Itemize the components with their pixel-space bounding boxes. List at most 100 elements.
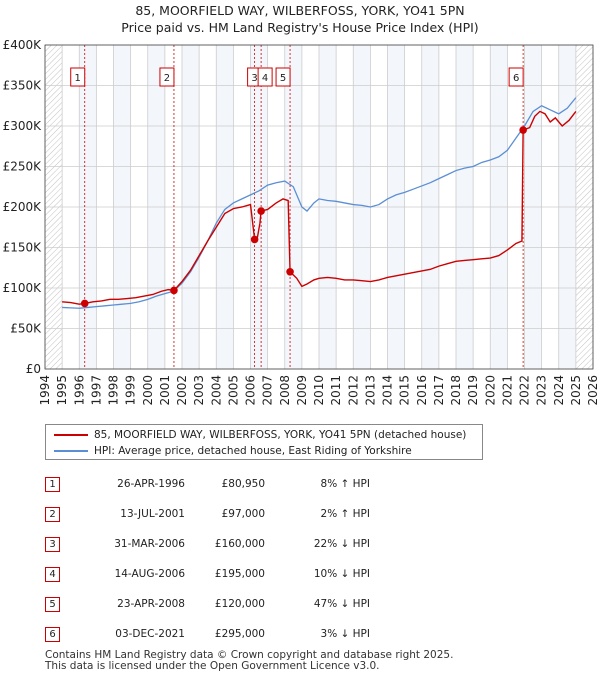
x-tick-label: 2023 — [535, 375, 549, 406]
sale-price: £295,000 — [214, 628, 265, 640]
sale-number-badge: 5 — [45, 597, 60, 612]
x-tick-label: 2022 — [518, 375, 532, 406]
x-tick-label: 2024 — [552, 375, 566, 406]
sale-number-badge: 6 — [45, 627, 60, 642]
y-tick-label: £250K — [3, 160, 43, 174]
x-tick-label: 2012 — [346, 375, 360, 406]
x-tick-label: 2001 — [158, 375, 172, 406]
chart-title-line1: 85, MOORFIELD WAY, WILBERFOSS, YORK, YO4… — [135, 3, 465, 18]
x-tick-label: 2004 — [209, 375, 223, 406]
footer-licence: This data is licensed under the Open Gov… — [45, 660, 380, 672]
sale-number-box — [70, 67, 86, 87]
legend-label-hpi: HPI: Average price, detached house, East… — [94, 445, 412, 457]
x-tick-label: 1995 — [55, 375, 69, 406]
sale-point — [170, 286, 178, 295]
y-tick-label: £300K — [3, 119, 43, 133]
x-tick-label: 1999 — [124, 375, 138, 406]
sale-number-box — [159, 67, 175, 87]
y-tick-label: £350K — [3, 79, 43, 93]
sale-date: 31-MAR-2006 — [114, 538, 185, 550]
table-row: 4 14-AUG-2006 £195,000 10% ↓ HPI — [45, 567, 465, 587]
table-row: 6 03-DEC-2021 £295,000 3% ↓ HPI — [45, 627, 465, 647]
table-row: 1 26-APR-1996 £80,950 8% ↑ HPI — [45, 477, 465, 497]
sale-hpi-diff: 8% ↑ HPI — [320, 478, 370, 490]
sale-point — [257, 207, 265, 215]
sale-number-label: 1 — [75, 73, 81, 84]
plot-frame — [44, 44, 594, 370]
sale-point — [519, 126, 527, 134]
sale-date: 03-DEC-2021 — [115, 628, 185, 640]
y-tick-label: £50K — [10, 322, 42, 336]
x-tick-label: 2002 — [175, 375, 189, 406]
sale-point — [80, 299, 89, 308]
chart-legend: 85, MOORFIELD WAY, WILBERFOSS, YORK, YO4… — [45, 424, 483, 460]
footer: Contains HM Land Registry data © Crown c… — [45, 650, 453, 672]
legend-swatch-property — [54, 434, 88, 436]
x-tick-label: 2016 — [415, 375, 429, 406]
x-tick-label: 2005 — [226, 375, 240, 406]
y-tick-label: £100K — [3, 281, 43, 295]
sale-hpi-diff: 22% ↓ HPI — [313, 538, 370, 550]
sale-price: £97,000 — [221, 508, 265, 520]
price-chart: £0 £50K £100K £150K £200K £250K £300K £350K £400… — [3, 38, 600, 406]
table-row: 2 13-JUL-2001 £97,000 2% ↑ HPI — [45, 507, 465, 527]
x-tick-label: 2010 — [312, 375, 326, 406]
chart-title-line2: Price paid vs. HM Land Registry's House … — [121, 20, 479, 35]
x-tick-label: 2026 — [586, 375, 600, 406]
footer-copyright: Contains HM Land Registry data © Crown c… — [45, 649, 454, 661]
x-tick-label: 2025 — [569, 375, 583, 406]
x-tick-label: 2013 — [363, 375, 377, 406]
x-tick-label: 2021 — [500, 375, 514, 406]
x-tick-label: 2008 — [278, 375, 292, 406]
sale-number-label: 5 — [280, 73, 286, 84]
sale-price: £120,000 — [214, 598, 265, 610]
sale-number-box — [257, 67, 273, 87]
sale-price: £195,000 — [214, 568, 265, 580]
x-tick-label: 1994 — [38, 375, 52, 406]
y-tick-label: £0 — [26, 362, 41, 376]
x-tick-label: 2007 — [261, 375, 275, 406]
sale-point — [250, 235, 259, 244]
x-tick-label: 2011 — [329, 375, 343, 406]
sale-number-badge: 4 — [45, 567, 60, 582]
x-tick-label: 2000 — [141, 375, 155, 406]
x-tick-label: 1998 — [107, 375, 121, 406]
series-line-property — [62, 110, 577, 305]
x-tick-label: 2015 — [398, 375, 412, 406]
sale-date: 14-AUG-2006 — [114, 568, 185, 580]
x-tick-label: 2006 — [244, 375, 258, 406]
sale-point — [286, 268, 294, 276]
table-row: 5 23-APR-2008 £120,000 47% ↓ HPI — [45, 597, 465, 617]
x-tick-label: 2017 — [432, 375, 446, 406]
sale-date: 23-APR-2008 — [117, 598, 185, 610]
legend-swatch-hpi — [54, 450, 88, 452]
sale-number-badge: 2 — [45, 507, 60, 522]
x-tick-label: 2018 — [449, 375, 463, 406]
sale-hpi-diff: 2% ↑ HPI — [320, 508, 370, 520]
series-line-hpi — [62, 97, 577, 309]
sale-number-label: 2 — [164, 73, 170, 84]
sale-hpi-diff: 10% ↓ HPI — [313, 568, 370, 580]
x-tick-label: 1997 — [89, 375, 103, 406]
y-tick-label: £150K — [3, 241, 43, 255]
x-tick-label: 2014 — [381, 375, 395, 406]
x-tick-label: 1996 — [72, 375, 86, 406]
sale-number-box — [275, 67, 291, 87]
sale-number-label: 4 — [262, 73, 268, 84]
sale-number-label: 6 — [513, 73, 519, 84]
x-tick-label: 2003 — [192, 375, 206, 406]
sale-date: 13-JUL-2001 — [120, 508, 185, 520]
sale-price: £80,950 — [221, 478, 265, 490]
sale-number-badge: 1 — [45, 477, 60, 492]
chart-title: 85, MOORFIELD WAY, WILBERFOSS, YORK, YO4… — [0, 2, 600, 36]
sale-number-badge: 3 — [45, 537, 60, 552]
legend-label-property: 85, MOORFIELD WAY, WILBERFOSS, YORK, YO4… — [94, 429, 467, 441]
y-tick-label: £200K — [3, 200, 43, 214]
x-tick-label: 2019 — [466, 375, 480, 406]
y-tick-label: £400K — [3, 38, 43, 52]
x-tick-label: 2020 — [483, 375, 497, 406]
sale-hpi-diff: 3% ↓ HPI — [320, 628, 370, 640]
sale-price: £160,000 — [214, 538, 265, 550]
sale-number-box — [508, 67, 524, 87]
table-row: 3 31-MAR-2006 £160,000 22% ↓ HPI — [45, 537, 465, 557]
